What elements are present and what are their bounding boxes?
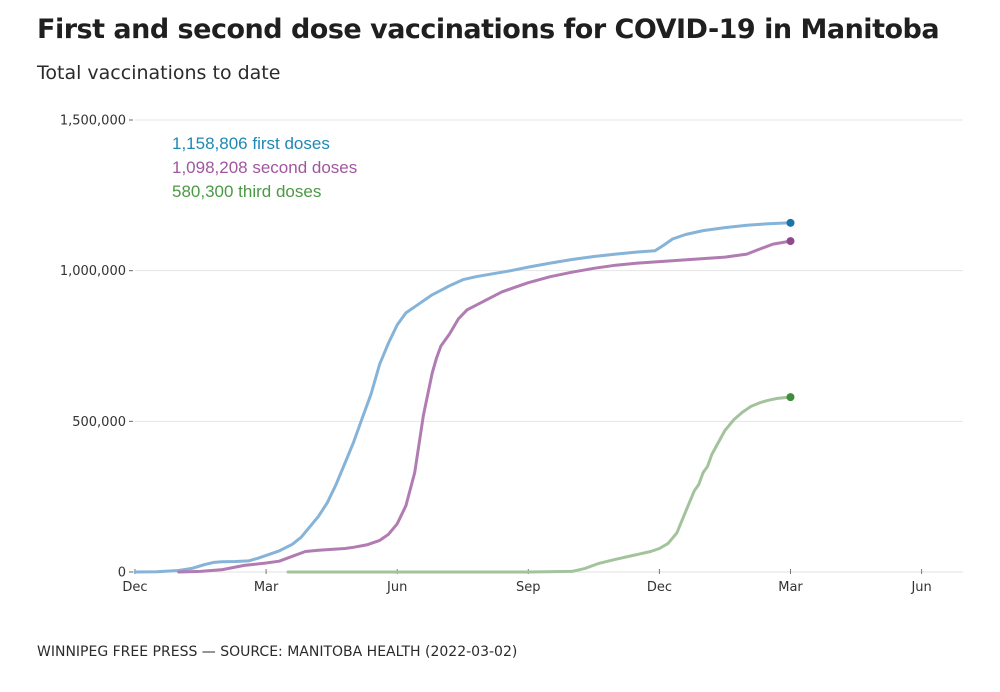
x-tick-label: Jun bbox=[910, 580, 931, 595]
end-dot-third-doses bbox=[786, 393, 795, 402]
chart-title: First and second dose vaccinations for C… bbox=[37, 14, 940, 45]
source-credit: WINNIPEG FREE PRESS — SOURCE: MANITOBA H… bbox=[37, 644, 518, 660]
chart-subtitle: Total vaccinations to date bbox=[37, 62, 281, 84]
x-tick-label: Dec bbox=[122, 580, 147, 595]
series-line-first-doses bbox=[133, 221, 792, 574]
x-tick-label: Mar bbox=[778, 580, 803, 595]
legend-label-second-doses: 1,098,208 second doses bbox=[172, 158, 357, 177]
x-tick-label: Dec bbox=[647, 580, 672, 595]
y-tick-label: 500,000 bbox=[72, 415, 126, 430]
legend-label-third-doses: 580,300 third doses bbox=[172, 182, 321, 201]
y-tick-label: 1,500,000 bbox=[60, 114, 126, 129]
x-tick-label: Sep bbox=[516, 580, 541, 595]
series-lines bbox=[133, 221, 792, 574]
y-tick-label: 0 bbox=[118, 566, 126, 581]
y-tick-label: 1,000,000 bbox=[60, 264, 126, 279]
x-tick-label: Mar bbox=[254, 580, 279, 595]
series-end-dots bbox=[786, 218, 795, 402]
end-dot-first-doses bbox=[786, 218, 795, 227]
series-line-third-doses bbox=[286, 395, 792, 574]
series-line-second-doses bbox=[177, 239, 792, 574]
y-axis: 0 500,000 1,000,000 1,500,000 bbox=[60, 114, 133, 581]
legend-label-first-doses: 1,158,806 first doses bbox=[172, 134, 330, 153]
end-dot-second-doses bbox=[786, 237, 795, 246]
legend: 1,158,806 first doses 1,098,208 second do… bbox=[172, 134, 357, 201]
x-tick-label: Jun bbox=[386, 580, 407, 595]
